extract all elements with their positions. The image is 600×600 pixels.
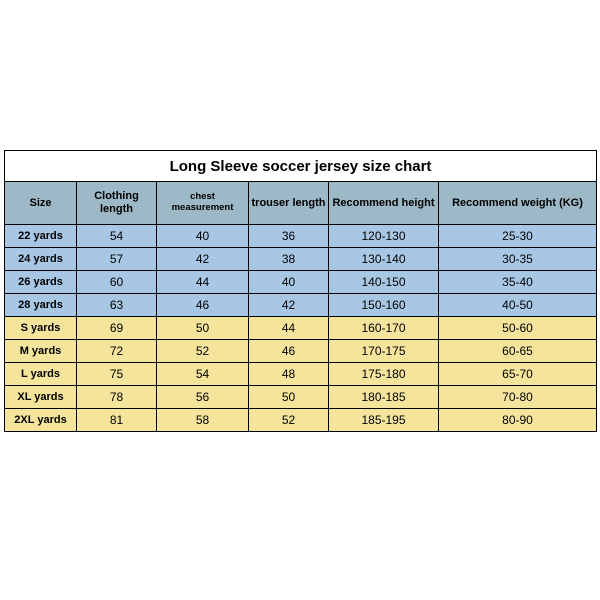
column-header-label: chest measurement	[157, 190, 248, 216]
data-cell: 81	[77, 409, 157, 432]
data-cell: 46	[249, 340, 329, 363]
data-cell: 38	[249, 248, 329, 271]
data-cell: 65-70	[439, 363, 597, 386]
data-cell: 40-50	[439, 294, 597, 317]
data-cell: 170-175	[329, 340, 439, 363]
data-cell: 36	[249, 225, 329, 248]
column-header-label: Size	[5, 195, 76, 212]
data-cell: 40	[157, 225, 249, 248]
data-cell: 42	[249, 294, 329, 317]
column-header: Recommend weight (KG)	[439, 182, 597, 225]
data-cell: 35-40	[439, 271, 597, 294]
data-cell: 57	[77, 248, 157, 271]
column-header-label: Recommend weight (KG)	[439, 195, 596, 212]
size-cell: S yards	[5, 317, 77, 340]
data-cell: 70-80	[439, 386, 597, 409]
table-row: M yards725246170-17560-65	[5, 340, 597, 363]
column-header: chest measurement	[157, 182, 249, 225]
table-title: Long Sleeve soccer jersey size chart	[5, 151, 597, 182]
data-cell: 69	[77, 317, 157, 340]
size-cell: XL yards	[5, 386, 77, 409]
data-cell: 25-30	[439, 225, 597, 248]
data-cell: 58	[157, 409, 249, 432]
data-cell: 52	[249, 409, 329, 432]
data-cell: 130-140	[329, 248, 439, 271]
data-cell: 60	[77, 271, 157, 294]
data-cell: 54	[157, 363, 249, 386]
data-cell: 50	[249, 386, 329, 409]
data-cell: 80-90	[439, 409, 597, 432]
data-cell: 78	[77, 386, 157, 409]
table-row: XL yards785650180-18570-80	[5, 386, 597, 409]
data-cell: 50-60	[439, 317, 597, 340]
data-cell: 50	[157, 317, 249, 340]
size-cell: 2XL yards	[5, 409, 77, 432]
table-row: L yards755448175-18065-70	[5, 363, 597, 386]
size-cell: M yards	[5, 340, 77, 363]
data-cell: 54	[77, 225, 157, 248]
size-cell: 28 yards	[5, 294, 77, 317]
data-cell: 150-160	[329, 294, 439, 317]
column-header: Clothing length	[77, 182, 157, 225]
column-header: Recommend height	[329, 182, 439, 225]
data-cell: 72	[77, 340, 157, 363]
data-cell: 185-195	[329, 409, 439, 432]
table-row: 2XL yards815852185-19580-90	[5, 409, 597, 432]
data-cell: 52	[157, 340, 249, 363]
data-cell: 44	[157, 271, 249, 294]
data-cell: 44	[249, 317, 329, 340]
table-row: S yards695044160-17050-60	[5, 317, 597, 340]
size-cell: L yards	[5, 363, 77, 386]
size-cell: 24 yards	[5, 248, 77, 271]
data-cell: 40	[249, 271, 329, 294]
column-header: trouser length	[249, 182, 329, 225]
data-cell: 75	[77, 363, 157, 386]
column-header-label: trouser length	[249, 195, 328, 212]
data-cell: 140-150	[329, 271, 439, 294]
data-cell: 56	[157, 386, 249, 409]
data-cell: 63	[77, 294, 157, 317]
data-cell: 42	[157, 248, 249, 271]
size-cell: 26 yards	[5, 271, 77, 294]
data-cell: 46	[157, 294, 249, 317]
column-header: Size	[5, 182, 77, 225]
table-row: 24 yards574238130-14030-35	[5, 248, 597, 271]
data-cell: 48	[249, 363, 329, 386]
column-header-label: Recommend height	[329, 195, 438, 212]
size-chart-table: Long Sleeve soccer jersey size chart Siz…	[4, 150, 597, 432]
column-header-label: Clothing length	[77, 188, 156, 217]
table-row: 22 yards544036120-13025-30	[5, 225, 597, 248]
table-title-row: Long Sleeve soccer jersey size chart	[5, 151, 597, 182]
table-row: 28 yards634642150-16040-50	[5, 294, 597, 317]
table-row: 26 yards604440140-15035-40	[5, 271, 597, 294]
data-cell: 30-35	[439, 248, 597, 271]
size-cell: 22 yards	[5, 225, 77, 248]
data-cell: 175-180	[329, 363, 439, 386]
data-cell: 180-185	[329, 386, 439, 409]
data-cell: 160-170	[329, 317, 439, 340]
data-cell: 120-130	[329, 225, 439, 248]
data-cell: 60-65	[439, 340, 597, 363]
table-header-row: SizeClothing lengthchest measurementtrou…	[5, 182, 597, 225]
